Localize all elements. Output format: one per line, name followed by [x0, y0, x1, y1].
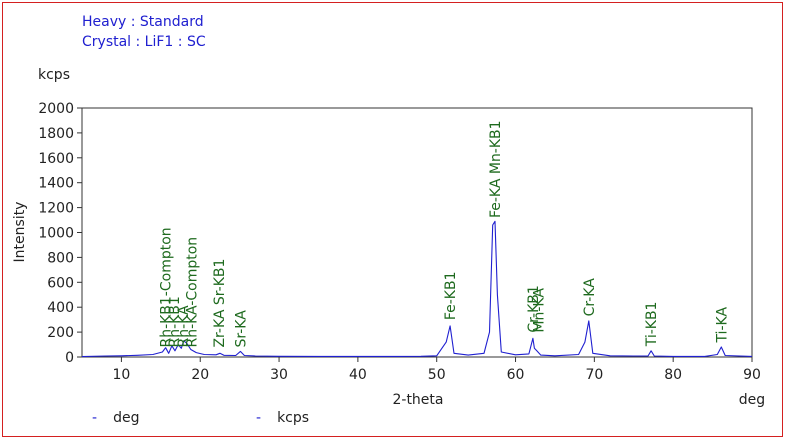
peak-label: Rh-KA-Compton	[185, 237, 201, 348]
peak-label: Cr-KB1	[526, 285, 542, 332]
peak-label: Mn-KA	[531, 288, 547, 333]
x-tick-label: 80	[664, 367, 682, 383]
x-tick-label: 60	[507, 367, 525, 383]
legend-item-kcps: - kcps	[256, 410, 309, 426]
y-tick-label: 2000	[38, 101, 74, 117]
x-tick-label: 40	[349, 367, 367, 383]
header-line-2: Crystal : LiF1 : SC	[82, 34, 206, 50]
peak-label: Fe-KA Mn-KB1	[488, 120, 504, 218]
chart-frame	[2, 2, 783, 437]
y-tick-label: 1800	[38, 126, 74, 142]
peak-label: Ti-KA	[714, 307, 730, 344]
header-line-1: Heavy : Standard	[82, 14, 204, 30]
x-tick-label: 20	[191, 367, 209, 383]
peak-label: Sr-KA	[233, 310, 249, 348]
legend-label: kcps	[277, 410, 310, 426]
y-axis-label: Intensity	[12, 202, 28, 263]
y-tick-label: 200	[47, 325, 74, 341]
x-ticks: 10 20 30 40 50 60 70 80 90	[112, 357, 761, 383]
y-tick-label: 600	[47, 275, 74, 291]
legend-symbol: -	[256, 410, 262, 426]
peak-label: Ti-KB1	[644, 302, 660, 348]
x-tick-label: 10	[112, 367, 130, 383]
y-ticks: 0 200 400 600 800 1000 1200 1400 1600 1800 2000	[38, 101, 82, 366]
series-group	[81, 220, 753, 358]
x-tick-label: 70	[585, 367, 603, 383]
series-line-0	[81, 220, 753, 358]
peak-label: Rh-KB1	[167, 296, 183, 347]
y-tick-label: 1400	[38, 176, 74, 192]
y-tick-label: 1000	[38, 226, 74, 242]
legend-item-deg: - deg	[92, 410, 139, 426]
y-unit-label: kcps	[38, 67, 70, 83]
peak-label: Zr-KA Sr-KB1	[212, 259, 228, 348]
x-tick-label: 50	[428, 367, 446, 383]
x-tick-label: 90	[743, 367, 761, 383]
peak-label: Fe-KB1	[443, 271, 459, 320]
x-tick-label: 30	[270, 367, 288, 383]
y-tick-label: 800	[47, 250, 74, 266]
y-tick-label: 1200	[38, 201, 74, 217]
legend-label: deg	[113, 410, 140, 426]
legend-symbol: -	[92, 410, 98, 426]
peak-label: Rh-KA	[176, 305, 192, 348]
y-tick-label: 0	[65, 350, 74, 366]
x-axis-label: 2-theta	[392, 392, 443, 408]
peak-label: Cr-KA	[582, 278, 598, 317]
peak-label: Rh-KB1-Compton	[159, 227, 175, 347]
y-tick-label: 400	[47, 300, 74, 316]
y-tick-label: 1600	[38, 151, 74, 167]
x-unit-label: deg	[739, 392, 765, 408]
